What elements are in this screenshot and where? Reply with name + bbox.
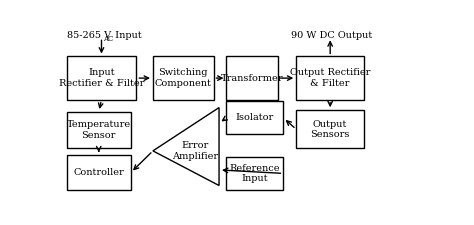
FancyBboxPatch shape <box>66 56 137 100</box>
FancyBboxPatch shape <box>66 112 131 148</box>
Text: Temperature
Sensor: Temperature Sensor <box>67 120 131 140</box>
Text: Isolator: Isolator <box>236 113 274 122</box>
FancyBboxPatch shape <box>153 56 213 100</box>
FancyBboxPatch shape <box>296 110 364 148</box>
Text: AC: AC <box>103 35 113 43</box>
Text: Error
Amplifier: Error Amplifier <box>172 141 218 161</box>
FancyBboxPatch shape <box>296 56 364 100</box>
FancyBboxPatch shape <box>227 56 278 100</box>
Text: 90 W DC Output: 90 W DC Output <box>291 31 372 40</box>
Text: Reference
Input: Reference Input <box>229 164 280 183</box>
Text: Input: Input <box>112 31 142 40</box>
Text: Switching
Component: Switching Component <box>155 68 212 88</box>
FancyBboxPatch shape <box>66 155 131 190</box>
Polygon shape <box>153 108 219 186</box>
Text: Transformer: Transformer <box>221 74 283 83</box>
Text: Output
Sensors: Output Sensors <box>310 119 350 139</box>
Text: Output Rectifier
& Filter: Output Rectifier & Filter <box>290 68 370 88</box>
FancyBboxPatch shape <box>227 157 283 190</box>
Text: 85-265 V: 85-265 V <box>66 31 111 40</box>
FancyBboxPatch shape <box>227 101 283 134</box>
Text: Input
Rectifier & Filter: Input Rectifier & Filter <box>59 68 144 88</box>
Text: Controller: Controller <box>73 168 124 177</box>
